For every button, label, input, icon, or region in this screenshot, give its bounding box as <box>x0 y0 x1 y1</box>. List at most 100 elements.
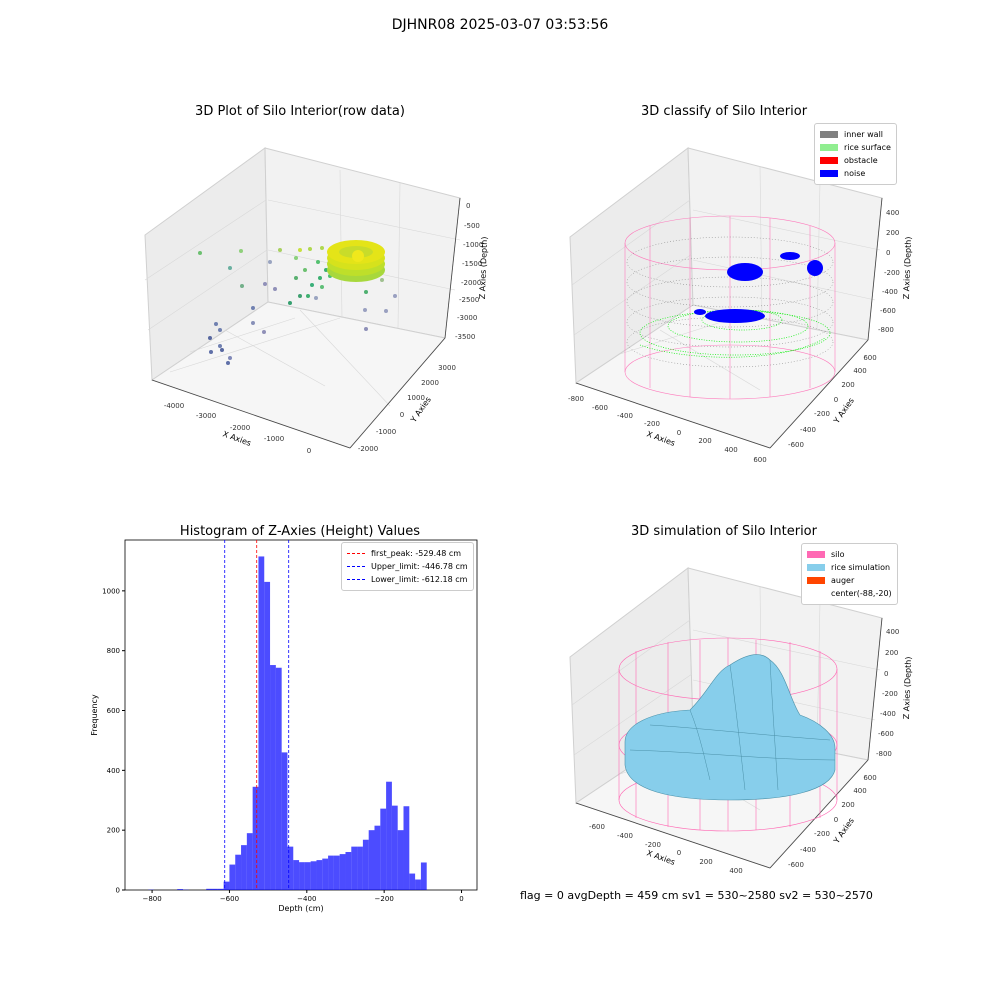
raw-x-ticks: -4000 -3000 -2000 -1000 0 <box>164 402 311 455</box>
histogram-bar <box>252 786 259 890</box>
classify-noise <box>694 252 823 323</box>
simulation-z-tick: -400 <box>880 710 896 718</box>
histogram-bar <box>357 846 363 890</box>
classify-z-tick: -600 <box>880 307 896 315</box>
histogram-x-ticks: −800 −600 −400 −200 0 <box>142 890 464 903</box>
histogram-bar <box>345 852 352 890</box>
histogram-bar <box>258 556 265 890</box>
classify-y-tick: -600 <box>788 441 804 449</box>
simulation-y-tick: -600 <box>788 861 804 869</box>
classify-z-ticks: 400 200 0 -200 -400 -600 -800 <box>878 209 900 334</box>
histogram-bar <box>229 864 236 890</box>
classify-z-tick: 400 <box>886 209 899 217</box>
legend-swatch <box>807 551 825 558</box>
histogram-bar <box>322 858 329 890</box>
raw-x-tick: -1000 <box>264 435 284 443</box>
histogram-bar <box>299 862 305 890</box>
raw-y-tick: 0 <box>400 411 404 419</box>
histogram-y-tick-label: 200 <box>107 827 120 835</box>
simulation-y-tick: 0 <box>834 816 838 824</box>
histogram-reference-lines <box>224 540 290 890</box>
histogram-bar <box>391 805 398 890</box>
classify-y-tick: 400 <box>853 367 866 375</box>
histogram-bar <box>264 581 271 890</box>
raw-x-tick: -4000 <box>164 402 184 410</box>
classify-y-tick: 0 <box>834 396 838 404</box>
legend-label: Upper_limit: -446.78 cm <box>371 562 468 571</box>
raw-z-tick: -3500 <box>455 333 475 341</box>
histogram-y-tick-label: 800 <box>107 647 120 655</box>
status-footer: flag = 0 avgDepth = 459 cm sv1 = 530~258… <box>520 889 873 902</box>
simulation-y-tick: 400 <box>853 787 866 795</box>
raw-y-tick: 1000 <box>407 394 425 402</box>
legend-item-noise: noise <box>820 167 891 180</box>
raw-3d-axes <box>144 147 461 449</box>
legend-line-sample <box>347 553 365 554</box>
raw-plot-title: 3D Plot of Silo Interior(row data) <box>195 104 405 119</box>
classify-x-label: X Axies <box>645 429 676 448</box>
classify-y-ticks: -600 -400 -200 0 200 400 600 <box>788 354 877 449</box>
histogram-bar <box>403 806 410 890</box>
raw-y-ticks: -2000 -1000 0 1000 2000 3000 <box>358 364 456 453</box>
simulation-x-tick: -400 <box>617 832 633 840</box>
simulation-plot-title: 3D simulation of Silo Interior <box>631 524 817 539</box>
histogram-bar <box>351 846 358 890</box>
legend-label: center(-88,-20) <box>831 589 892 598</box>
legend-swatch <box>820 131 838 138</box>
classify-3d-axes <box>569 147 883 449</box>
histogram-bar <box>374 825 381 890</box>
histogram-x-tick-label: −800 <box>142 895 161 903</box>
raw-x-tick: -2000 <box>230 424 250 432</box>
classify-x-tick: 0 <box>677 429 681 437</box>
histogram-bar <box>206 888 213 890</box>
raw-z-tick: -2500 <box>459 296 479 304</box>
raw-y-tick: -1000 <box>376 428 396 436</box>
histogram-bar <box>270 665 276 890</box>
classify-x-tick: 600 <box>753 456 766 464</box>
histogram-bar <box>397 830 404 890</box>
simulation-y-tick: 200 <box>841 801 854 809</box>
histogram-bar <box>420 862 427 890</box>
legend-item-silo: silo <box>807 548 892 561</box>
raw-z-tick: -1000 <box>463 241 483 249</box>
classify-z-label: Z Axies (Depth) <box>902 236 913 299</box>
legend-item-rice-simulation: rice simulation <box>807 561 892 574</box>
classify-legend: inner wall rice surface obstacle noise <box>814 123 897 185</box>
histogram-bar <box>293 860 300 890</box>
legend-line-sample <box>347 579 365 580</box>
histogram-bar <box>235 854 242 890</box>
histogram-bar <box>287 846 294 890</box>
legend-swatch <box>820 157 838 164</box>
raw-z-tick: -500 <box>464 222 480 230</box>
raw-y-tick: 3000 <box>438 364 456 372</box>
histogram-bar <box>328 855 334 890</box>
raw-x-tick: 0 <box>307 447 311 455</box>
legend-swatch <box>820 144 838 151</box>
histogram-bar <box>316 860 323 890</box>
histogram-y-tick-label: 600 <box>107 707 120 715</box>
histogram-bar <box>339 854 346 890</box>
simulation-z-tick: 400 <box>886 628 899 636</box>
histogram-bars <box>148 556 427 890</box>
legend-label: auger <box>831 576 855 585</box>
classify-z-tick: 200 <box>886 229 899 237</box>
legend-label: Lower_limit: -612.18 cm <box>371 575 468 584</box>
legend-swatch <box>807 564 825 571</box>
legend-label: inner wall <box>844 130 884 139</box>
legend-line-sample <box>347 566 365 567</box>
simulation-x-label: X Axies <box>645 848 676 867</box>
histogram-x-label: Depth (cm) <box>278 904 323 913</box>
classify-x-tick: -600 <box>592 404 608 412</box>
legend-label: obstacle <box>844 156 878 165</box>
histogram-axes: −800 −600 −400 −200 0 0 200 400 600 800 1000 Dept… <box>90 539 478 913</box>
legend-label: rice simulation <box>831 563 891 572</box>
histogram-bar <box>368 830 375 890</box>
raw-scatter-points <box>198 240 397 365</box>
simulation-x-tick: 400 <box>729 867 742 875</box>
simulation-rice-surface <box>624 654 836 801</box>
simulation-z-tick: -800 <box>876 750 892 758</box>
histogram-bar <box>409 873 416 890</box>
histogram-x-tick-label: 0 <box>459 895 463 903</box>
simulation-x-ticks: -600 -400 -200 0 200 400 <box>589 823 743 875</box>
histogram-bar <box>362 839 369 890</box>
